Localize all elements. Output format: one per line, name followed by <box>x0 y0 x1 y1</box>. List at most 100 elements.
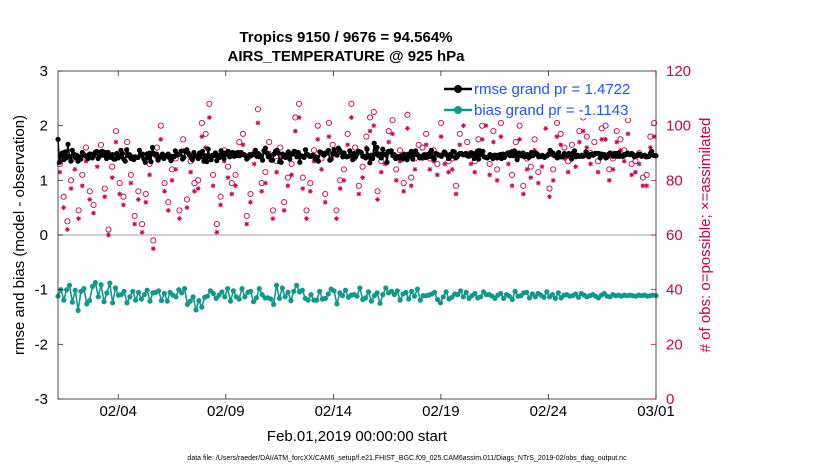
obs-assimilated-point <box>263 180 268 186</box>
obs-possible-point <box>535 169 542 176</box>
series-point <box>81 286 87 292</box>
obs-assimilated-point <box>393 177 399 183</box>
series-point <box>331 288 337 294</box>
obs-assimilated-point <box>509 183 515 189</box>
obs-assimilated-point <box>576 139 582 145</box>
obs-assimilated-point <box>64 227 70 232</box>
obs-assimilated-point <box>57 169 63 175</box>
obs-possible-point <box>344 130 351 137</box>
series-point <box>135 289 142 295</box>
x-tick-label: 02/04 <box>99 403 137 420</box>
series-point <box>380 146 386 152</box>
obs-possible-point <box>348 100 355 107</box>
obs-assimilated-point <box>277 156 283 161</box>
obs-possible-point <box>632 158 639 165</box>
series-point <box>302 147 309 153</box>
obs-possible-point <box>142 190 149 198</box>
obs-assimilated-point <box>599 136 605 142</box>
y-tick-label: 2 <box>40 118 48 135</box>
obs-count-layer <box>56 95 658 252</box>
series-point <box>145 155 151 161</box>
obs-assimilated-point <box>453 191 459 197</box>
obs-assimilated-point <box>401 188 407 194</box>
obs-possible-point <box>198 119 205 126</box>
obs-assimilated-point <box>491 139 496 145</box>
series-point <box>270 157 276 163</box>
y-tick-label: 3 <box>40 63 48 80</box>
series-point <box>202 153 208 159</box>
series-point <box>437 300 443 306</box>
series-point <box>204 159 210 165</box>
series-point <box>85 155 91 162</box>
obs-possible-point <box>176 207 183 214</box>
series-point <box>130 288 136 294</box>
obs-possible-point <box>456 130 463 137</box>
obs-possible-point <box>490 128 497 135</box>
obs-possible-point <box>112 128 119 135</box>
series-point <box>275 150 281 156</box>
series-point <box>253 295 259 301</box>
series-point <box>365 289 372 295</box>
obs-assimilated-point <box>528 175 534 180</box>
obs-assimilated-point <box>300 186 306 191</box>
obs-assimilated-point <box>408 183 414 189</box>
series-point <box>221 155 227 162</box>
obs-possible-point <box>228 180 235 187</box>
obs-assimilated-point <box>109 175 115 180</box>
series-point <box>394 288 400 294</box>
series-point <box>198 154 204 160</box>
series-point <box>161 290 167 297</box>
obs-possible-point <box>389 117 396 124</box>
obs-possible-point <box>296 100 303 107</box>
legend-box <box>446 78 648 118</box>
obs-assimilated-point <box>386 139 392 145</box>
series-point <box>414 286 420 292</box>
obs-assimilated-point <box>412 167 418 172</box>
series-point <box>357 285 363 291</box>
series-point <box>279 285 285 291</box>
obs-assimilated-point <box>558 142 564 148</box>
obs-assimilated-point <box>375 197 380 202</box>
obs-assimilated-point <box>251 161 257 167</box>
obs-possible-point <box>367 114 374 121</box>
obs-possible-point <box>191 180 198 187</box>
obs-possible-point <box>281 199 288 206</box>
obs-assimilated-point <box>289 172 294 178</box>
obs-possible-point <box>82 144 90 151</box>
obs-assimilated-point <box>539 164 545 170</box>
series-point <box>397 297 403 303</box>
obs-possible-point <box>598 125 605 132</box>
legend: rmse grand pr = 1.4722 bias grand pr = -… <box>444 78 648 119</box>
obs-possible-point <box>494 166 501 173</box>
series-point <box>417 297 423 303</box>
obs-possible-point <box>254 106 262 113</box>
obs-possible-point <box>516 122 523 129</box>
obs-possible-point <box>520 182 527 189</box>
series-point <box>297 159 303 165</box>
series-point <box>276 295 282 301</box>
obs-assimilated-point <box>651 134 657 139</box>
legend-bias-label: bias grand pr = -1.1143 <box>474 102 628 119</box>
obs-possible-point <box>464 139 471 146</box>
obs-possible-point <box>269 207 276 214</box>
obs-possible-point <box>497 119 504 126</box>
obs-assimilated-point <box>61 205 67 211</box>
obs-assimilated-point <box>461 123 466 129</box>
series-point <box>480 148 486 154</box>
obs-assimilated-point <box>233 183 238 189</box>
obs-assimilated-point <box>405 126 410 131</box>
obs-assimilated-point <box>113 139 119 145</box>
obs-possible-point <box>303 207 310 214</box>
obs-possible-point <box>86 188 93 195</box>
obs-assimilated-point <box>341 177 347 183</box>
obs-assimilated-point <box>543 126 549 131</box>
obs-possible-point <box>374 188 381 195</box>
series-point <box>178 148 184 154</box>
obs-possible-point <box>512 139 519 146</box>
obs-possible-point <box>239 130 247 137</box>
obs-assimilated-point <box>248 199 253 205</box>
series-point <box>199 304 205 310</box>
series-point <box>391 292 397 298</box>
obs-possible-point <box>150 237 157 244</box>
chart-title: Tropics 9150 / 9676 = 94.564% <box>239 29 452 46</box>
